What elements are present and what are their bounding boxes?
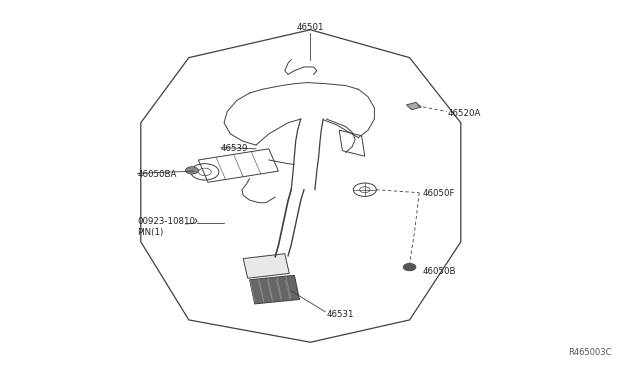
Text: 00923-10810: 00923-10810 (138, 217, 196, 226)
Polygon shape (250, 275, 300, 304)
Circle shape (186, 167, 198, 174)
Text: PIN(1): PIN(1) (138, 228, 164, 237)
Text: 46050F: 46050F (422, 189, 455, 198)
Text: 46501: 46501 (297, 23, 324, 32)
Text: 46050B: 46050B (422, 267, 456, 276)
Polygon shape (243, 254, 289, 278)
Text: R465003C: R465003C (568, 348, 611, 357)
Text: 46050BA: 46050BA (138, 170, 177, 179)
Polygon shape (406, 102, 421, 110)
Text: 46520A: 46520A (448, 109, 481, 118)
Text: 46531: 46531 (326, 310, 354, 319)
Text: 46539: 46539 (221, 144, 248, 153)
Circle shape (403, 263, 416, 271)
